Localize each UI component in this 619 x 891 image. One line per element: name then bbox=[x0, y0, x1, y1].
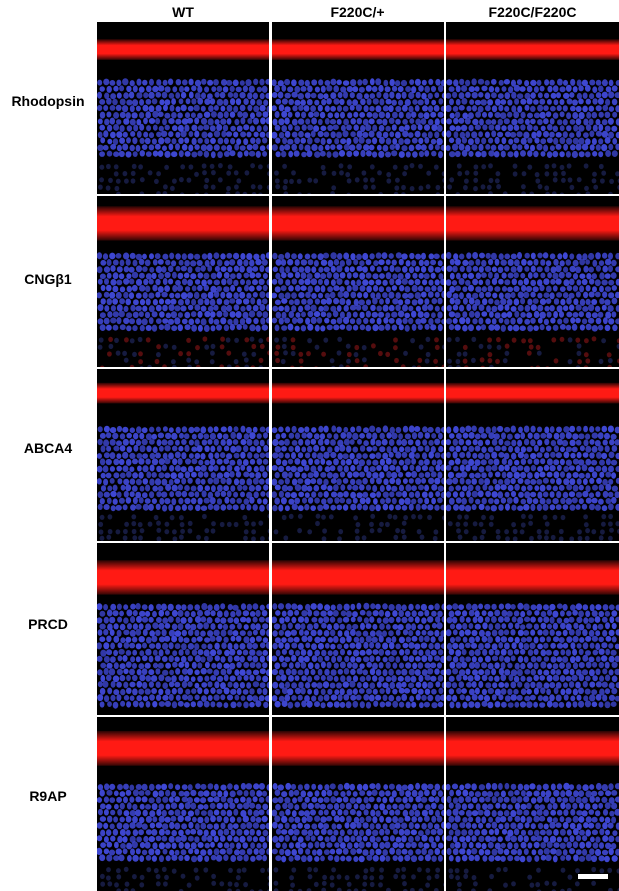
micrograph-abca4-f220c-het bbox=[272, 369, 444, 541]
nuclei-layer bbox=[97, 425, 269, 512]
micrograph-grid bbox=[97, 22, 619, 891]
outer-segment-stain bbox=[97, 730, 269, 766]
inner-layer bbox=[447, 513, 619, 541]
inner-layer bbox=[98, 163, 269, 194]
outer-segment-stain bbox=[446, 382, 619, 404]
row-label-prcd: PRCD bbox=[28, 616, 68, 632]
outer-segment-stain bbox=[272, 560, 444, 595]
nuclei-layer bbox=[97, 603, 269, 709]
outer-segment-stain bbox=[446, 39, 619, 60]
column-header-f220c-het: F220C/+ bbox=[330, 4, 385, 20]
nuclei-layer bbox=[272, 425, 444, 512]
inner-layer bbox=[97, 336, 269, 367]
column-header-f220c-hom: F220C/F220C bbox=[488, 4, 577, 20]
micrograph-r9ap-f220c-hom bbox=[446, 717, 619, 891]
nuclei-layer bbox=[97, 252, 269, 332]
micrograph-rhodopsin-wt bbox=[97, 22, 269, 194]
outer-segment-stain bbox=[272, 382, 444, 404]
outer-segment-stain bbox=[446, 206, 619, 241]
inner-layer bbox=[98, 513, 269, 541]
nuclei-layer bbox=[97, 78, 269, 159]
micrograph-r9ap-f220c-het bbox=[272, 717, 444, 891]
micrograph-rhodopsin-f220c-hom bbox=[446, 22, 619, 194]
outer-segment-stain bbox=[446, 730, 619, 766]
row-label-abca4: ABCA4 bbox=[23, 440, 73, 456]
inner-layer bbox=[446, 336, 619, 367]
nuclei-layer bbox=[272, 252, 444, 332]
micrograph-r9ap-wt bbox=[97, 717, 269, 891]
micrograph-abca4-f220c-hom bbox=[446, 369, 619, 541]
column-header-wt: WT bbox=[172, 4, 194, 20]
outer-segment-stain bbox=[272, 730, 444, 766]
nuclei-layer bbox=[446, 425, 619, 512]
nuclei-layer bbox=[272, 602, 444, 709]
micrograph-prcd-f220c-hom bbox=[446, 543, 619, 715]
outer-segment-stain bbox=[272, 39, 444, 60]
row-label-rhodopsin: Rhodopsin bbox=[11, 93, 85, 109]
outer-segment-stain bbox=[97, 560, 269, 595]
inner-layer bbox=[448, 866, 619, 891]
scale-bar bbox=[578, 874, 608, 879]
outer-segment-stain bbox=[97, 206, 269, 241]
row-label-cngb1: CNGβ1 bbox=[24, 271, 72, 287]
nuclei-layer bbox=[446, 252, 619, 332]
nuclei-layer bbox=[272, 78, 444, 159]
nuclei-layer bbox=[446, 602, 619, 709]
outer-segment-stain bbox=[272, 206, 444, 241]
micrograph-cngb1-f220c-het bbox=[272, 196, 444, 367]
inner-layer bbox=[273, 866, 444, 891]
nuclei-layer bbox=[446, 78, 619, 159]
nuclei-layer bbox=[272, 782, 444, 863]
micrograph-rhodopsin-f220c-het bbox=[272, 22, 444, 194]
inner-layer bbox=[274, 336, 444, 367]
micrograph-cngb1-wt bbox=[97, 196, 269, 367]
nuclei-layer bbox=[97, 782, 269, 863]
inner-layer bbox=[100, 866, 269, 891]
outer-segment-stain bbox=[97, 39, 269, 60]
inner-layer bbox=[273, 513, 444, 541]
outer-segment-stain bbox=[446, 560, 619, 595]
micrograph-prcd-f220c-het bbox=[272, 543, 444, 715]
row-label-r9ap: R9AP bbox=[29, 788, 67, 804]
inner-layer bbox=[447, 163, 619, 194]
inner-layer bbox=[274, 163, 444, 194]
outer-segment-stain bbox=[97, 382, 269, 404]
nuclei-layer bbox=[446, 782, 619, 863]
micrograph-prcd-wt bbox=[97, 543, 269, 715]
micrograph-abca4-wt bbox=[97, 369, 269, 541]
micrograph-cngb1-f220c-hom bbox=[446, 196, 619, 367]
